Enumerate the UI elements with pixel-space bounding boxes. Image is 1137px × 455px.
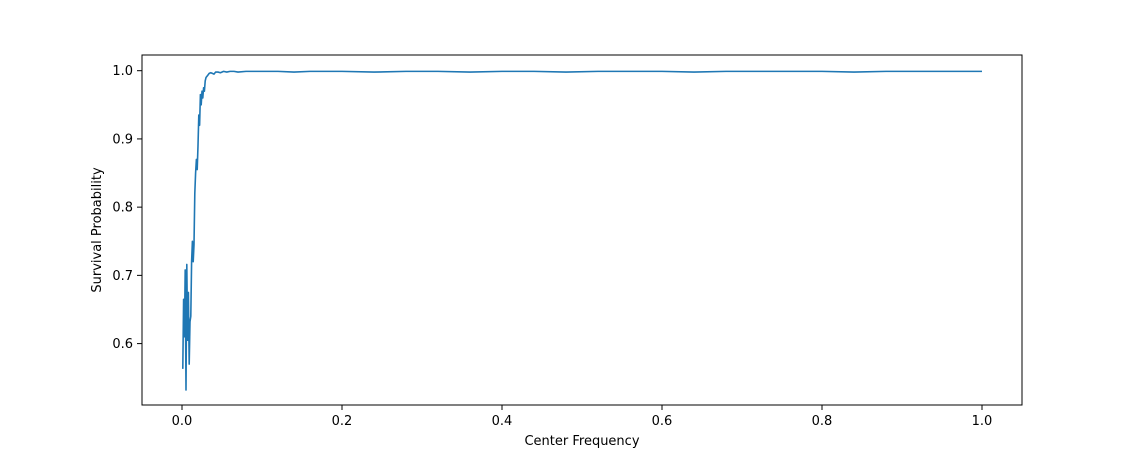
plot-area	[141, 54, 1023, 406]
y-axis-label: Survival Probability	[90, 167, 105, 293]
x-axis-ticks: 0.0 0.2 0.4 0.6 0.8 1.0	[172, 405, 993, 429]
y-tick-label: 1.0	[112, 64, 133, 79]
axes-frame	[141, 54, 1023, 406]
x-tick-label: 0.2	[332, 414, 353, 429]
x-tick-label: 0.4	[492, 414, 513, 429]
x-tick-label: 0.0	[172, 414, 193, 429]
x-tick-label: 1.0	[972, 414, 993, 429]
survival-probability-line	[182, 70, 982, 391]
y-tick-label: 0.6	[112, 337, 133, 352]
y-tick-label: 0.7	[112, 269, 133, 284]
y-tick-label: 0.8	[112, 201, 133, 216]
x-tick-label: 0.6	[652, 414, 673, 429]
x-axis-label: Center Frequency	[524, 434, 639, 449]
x-tick-label: 0.8	[812, 414, 833, 429]
y-axis-ticks: 0.6 0.7 0.8 0.9 1.0	[112, 64, 142, 352]
y-tick-label: 0.9	[112, 132, 133, 147]
series-layer	[182, 70, 982, 391]
